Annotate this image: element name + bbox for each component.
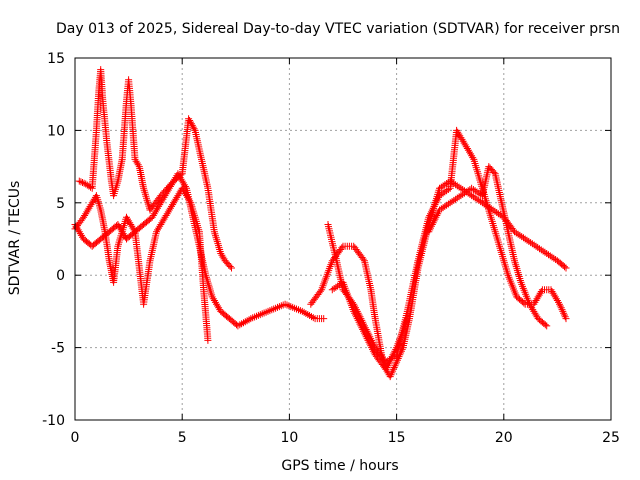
x-tick-label: 20 — [495, 430, 513, 446]
x-axis-label: GPS time / hours — [281, 458, 398, 474]
x-tick-label: 10 — [280, 430, 298, 446]
y-axis-label: SDTVAR / TECUs — [7, 181, 23, 296]
x-tick-label: 25 — [602, 430, 620, 446]
y-tick-label: 15 — [47, 51, 65, 67]
series-markers — [71, 184, 212, 344]
plot-frame — [74, 57, 612, 421]
series-6 — [425, 163, 551, 330]
y-tick-label: 10 — [47, 123, 65, 139]
y-tick-label: -5 — [51, 341, 65, 357]
series-markers — [71, 170, 328, 330]
chart-title: Day 013 of 2025, Sidereal Day-to-day VTE… — [56, 21, 620, 37]
y-tick-label: 0 — [56, 268, 65, 284]
series-1 — [71, 170, 328, 330]
axis-ticks: 0 5 10 15 20 25 -10 -5 0 5 10 15 — [42, 51, 620, 446]
series-7 — [328, 278, 411, 373]
x-tick-label: 5 — [178, 430, 187, 446]
grid-lines — [75, 58, 611, 420]
series-4 — [307, 177, 570, 381]
data-markers — [71, 66, 570, 381]
series-markers — [75, 66, 235, 272]
x-tick-label: 15 — [388, 430, 406, 446]
series-markers — [328, 278, 411, 373]
series-markers — [425, 163, 551, 330]
series-2 — [75, 66, 235, 272]
y-tick-label: 5 — [56, 196, 65, 212]
y-tick-label: -10 — [42, 413, 65, 429]
series-markers — [307, 177, 570, 381]
x-tick-label: 0 — [71, 430, 80, 446]
series-3 — [71, 184, 212, 344]
